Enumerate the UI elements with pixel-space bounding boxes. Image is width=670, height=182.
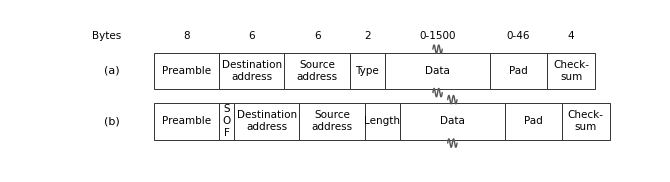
Text: 2: 2 — [364, 31, 371, 41]
Text: Type: Type — [356, 66, 379, 76]
Bar — [561, 103, 610, 140]
Text: Source
address: Source address — [297, 60, 338, 82]
Text: 6: 6 — [249, 31, 255, 41]
Bar — [505, 103, 561, 140]
Text: Data: Data — [440, 116, 465, 126]
Bar — [299, 103, 364, 140]
Text: Preamble: Preamble — [162, 116, 211, 126]
Text: Check-
sum: Check- sum — [553, 60, 589, 82]
Bar — [385, 53, 490, 89]
Bar — [234, 103, 299, 140]
Bar — [285, 53, 350, 89]
Text: Pad: Pad — [524, 116, 543, 126]
Text: Destination
address: Destination address — [237, 110, 297, 132]
Text: Bytes: Bytes — [92, 31, 122, 41]
Text: Preamble: Preamble — [162, 66, 211, 76]
Text: 8: 8 — [183, 31, 190, 41]
Text: 4: 4 — [567, 31, 574, 41]
Bar — [364, 103, 400, 140]
Bar — [547, 53, 595, 89]
Bar — [350, 53, 385, 89]
Bar — [400, 103, 505, 140]
Text: Length: Length — [364, 116, 400, 126]
Bar — [219, 103, 234, 140]
Text: 6: 6 — [314, 31, 320, 41]
Bar — [490, 53, 547, 89]
Text: 0-46: 0-46 — [507, 31, 530, 41]
Text: Data: Data — [425, 66, 450, 76]
Text: Check-
sum: Check- sum — [568, 110, 604, 132]
Bar — [154, 103, 219, 140]
Text: Pad: Pad — [509, 66, 528, 76]
Bar — [154, 53, 219, 89]
Text: (a): (a) — [105, 66, 120, 76]
Text: S
O
F: S O F — [222, 104, 230, 138]
Text: Destination
address: Destination address — [222, 60, 282, 82]
Text: (b): (b) — [105, 116, 120, 126]
Text: Source
address: Source address — [312, 110, 352, 132]
Bar — [219, 53, 285, 89]
Text: 0-1500: 0-1500 — [419, 31, 456, 41]
